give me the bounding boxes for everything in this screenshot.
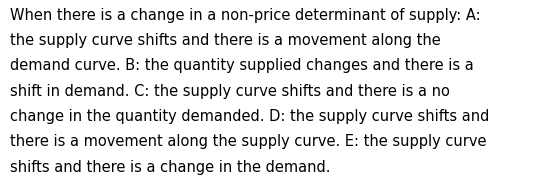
Text: When there is a change in a non-price determinant of supply: A:: When there is a change in a non-price de…: [10, 8, 480, 23]
Text: the supply curve shifts and there is a movement along the: the supply curve shifts and there is a m…: [10, 33, 441, 48]
Text: shifts and there is a change in the demand.: shifts and there is a change in the dema…: [10, 160, 330, 175]
Text: change in the quantity demanded. D: the supply curve shifts and: change in the quantity demanded. D: the …: [10, 109, 489, 124]
Text: demand curve. B: the quantity supplied changes and there is a: demand curve. B: the quantity supplied c…: [10, 58, 474, 73]
Text: there is a movement along the supply curve. E: the supply curve: there is a movement along the supply cur…: [10, 134, 487, 149]
Text: shift in demand. C: the supply curve shifts and there is a no: shift in demand. C: the supply curve shi…: [10, 84, 450, 99]
